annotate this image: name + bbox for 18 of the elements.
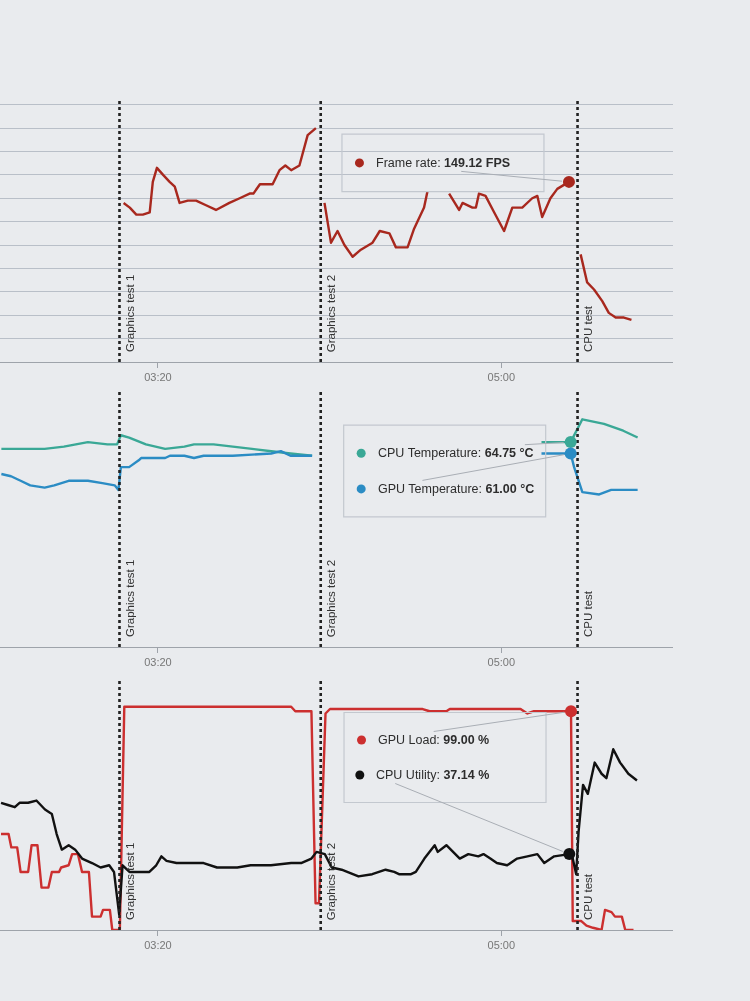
ref-line-label: CPU test (582, 590, 595, 638)
ref-line-label: CPU test (582, 305, 595, 353)
x-tick-label: 05:00 (487, 371, 516, 384)
ref-line-label: Graphics test 2 (325, 559, 338, 638)
x-tick-label: 05:00 (487, 939, 516, 952)
annotation: CPU Utility: 37.14 % (376, 768, 490, 782)
ref-line-label: Graphics test 2 (325, 274, 338, 353)
ref-line-label: Graphics test 1 (123, 842, 136, 920)
ref-line-label: Graphics test 1 (123, 274, 136, 352)
annotation: GPU Temperature: 61.00 °C (378, 482, 535, 496)
ref-line-label: CPU test (582, 873, 595, 921)
ref-line-label: Graphics test 1 (123, 559, 136, 637)
x-tick-label: 03:20 (144, 939, 172, 952)
annotation: GPU Load: 99.00 % (378, 733, 490, 747)
annotation: Frame rate: 149.12 FPS (376, 156, 511, 170)
x-tick-label: 03:20 (144, 656, 172, 669)
x-tick-label: 05:00 (487, 656, 516, 669)
annotation: CPU Temperature: 64.75 °C (378, 446, 534, 460)
